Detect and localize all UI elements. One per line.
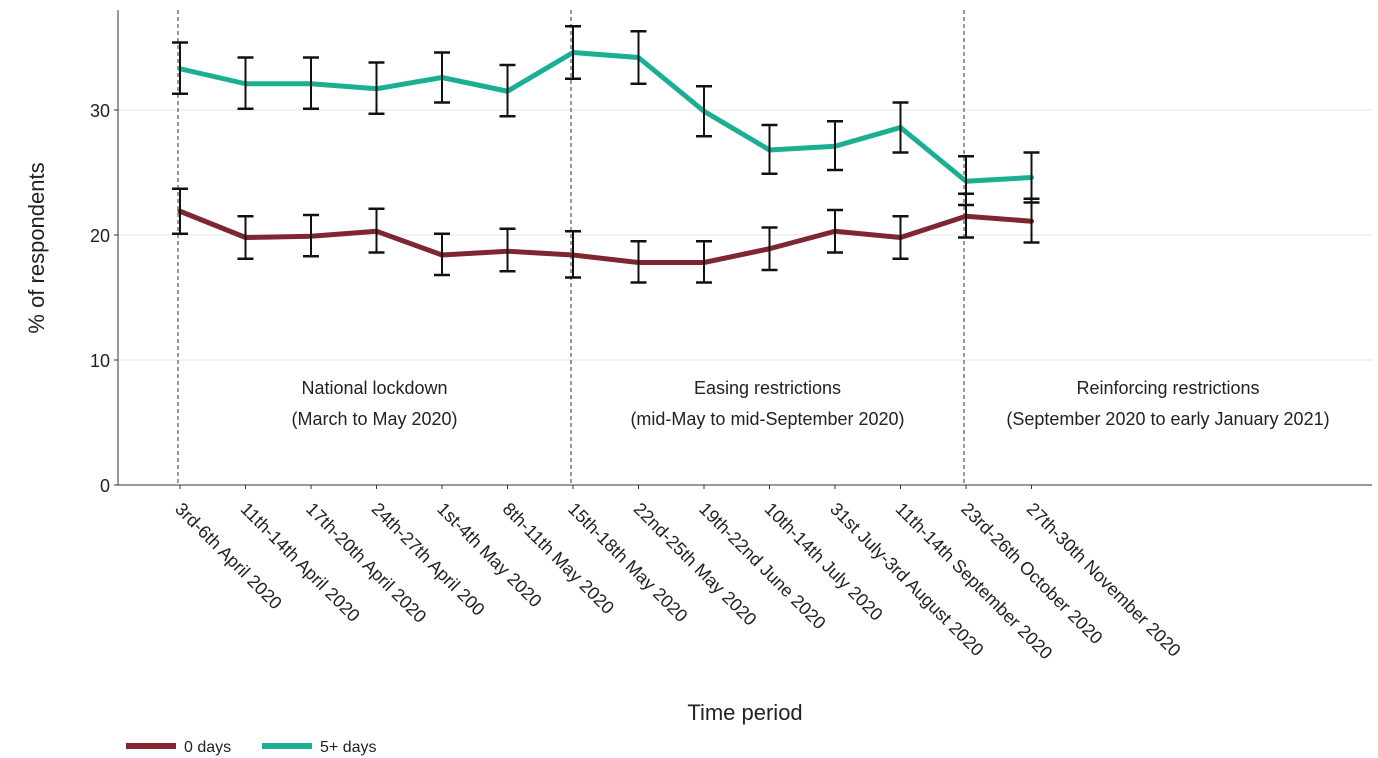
error-bar bbox=[761, 123, 778, 175]
error-bar bbox=[565, 230, 581, 279]
error-bar bbox=[892, 215, 909, 260]
y-tick-labels: 0 10 20 30 bbox=[90, 101, 118, 496]
error-bar bbox=[499, 227, 516, 273]
y-tick-label: 30 bbox=[90, 101, 110, 121]
legend: 0 days 5+ days bbox=[126, 739, 376, 756]
error-bar bbox=[1023, 151, 1040, 204]
x-tick-label: 17th-20th April 2020 bbox=[302, 499, 430, 627]
x-tick-label: 24th-27th April 200 bbox=[368, 499, 489, 620]
x-tick-label: 11th-14th April 2020 bbox=[237, 499, 364, 626]
error-bar bbox=[237, 56, 254, 110]
error-bar bbox=[303, 213, 319, 258]
error-bar bbox=[368, 61, 385, 115]
period-label-title: Easing restrictions bbox=[694, 378, 841, 398]
error-bar bbox=[892, 101, 909, 154]
x-axis-label: Time period bbox=[687, 700, 802, 725]
series bbox=[172, 25, 1040, 284]
error-bar bbox=[827, 208, 843, 254]
error-bar bbox=[696, 240, 712, 284]
x-tick-label: 8th-11th May 2020 bbox=[499, 499, 618, 618]
y-tick-label: 0 bbox=[100, 476, 110, 496]
period-dividers: National lockdown (March to May 2020) Easi… bbox=[177, 10, 1330, 485]
error-bar bbox=[368, 207, 385, 254]
error-bar bbox=[827, 120, 843, 172]
period-label-title: Reinforcing restrictions bbox=[1076, 378, 1259, 398]
period-label-range: (March to May 2020) bbox=[291, 409, 457, 429]
x-tick-label: 22nd-25th May 2020 bbox=[630, 499, 761, 630]
y-axis-label: % of respondents bbox=[24, 162, 49, 333]
period-label-range: (September 2020 to early January 2021) bbox=[1006, 409, 1329, 429]
error-bar bbox=[761, 226, 778, 272]
x-tick-label: 15th-18th May 2020 bbox=[564, 499, 691, 626]
period-label-title: National lockdown bbox=[301, 378, 447, 398]
error-bar bbox=[434, 51, 450, 104]
error-bar bbox=[172, 41, 188, 95]
x-tick-label: 19th-22nd June 2020 bbox=[695, 499, 829, 633]
error-bar bbox=[434, 232, 450, 277]
error-bar bbox=[303, 56, 319, 110]
series-5plus-days bbox=[172, 25, 1040, 207]
series-line bbox=[177, 50, 1034, 184]
error-bar bbox=[630, 240, 647, 284]
legend-label-0-days: 0 days bbox=[184, 739, 231, 756]
error-bar bbox=[499, 63, 516, 118]
period-label-range: (mid-May to mid-September 2020) bbox=[630, 409, 904, 429]
error-bar bbox=[237, 215, 254, 260]
x-tick-label: 10th-14th July 2020 bbox=[761, 499, 887, 625]
error-bar bbox=[958, 155, 974, 207]
axes bbox=[117, 10, 1372, 486]
y-tick-label: 20 bbox=[90, 226, 110, 246]
error-bar bbox=[630, 30, 647, 85]
y-tick-label: 10 bbox=[90, 351, 110, 371]
error-bar bbox=[172, 187, 188, 235]
series-line bbox=[177, 208, 1034, 265]
series-0-days bbox=[172, 187, 1040, 284]
error-bar bbox=[696, 85, 712, 138]
error-bar bbox=[565, 25, 581, 80]
legend-label-5plus-days: 5+ days bbox=[320, 739, 376, 756]
